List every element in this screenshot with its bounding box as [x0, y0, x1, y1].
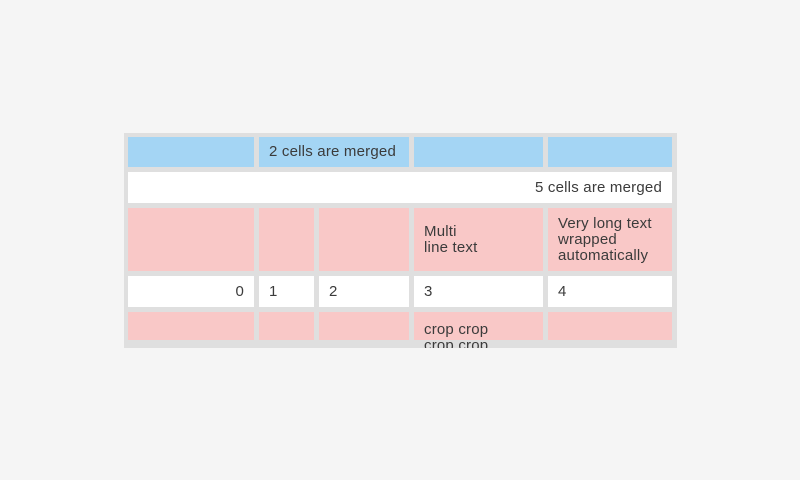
table-widget: 2 cells are merged 5 cells are merged Mu… [124, 133, 677, 348]
cell-text: crop crop crop crop [424, 321, 489, 349]
merged-5-cells[interactable]: 5 cells are merged [128, 172, 672, 203]
table-row: Multi line text Very long text wrapped a… [128, 208, 673, 271]
table-cell[interactable] [259, 208, 314, 271]
table-cell[interactable] [414, 137, 543, 167]
table-cell[interactable] [128, 312, 254, 340]
cell-text: 2 [329, 282, 338, 300]
cell-text: 3 [424, 282, 433, 300]
cell-text: 0 [235, 282, 244, 300]
cell-text: 1 [269, 282, 278, 300]
table-row: 2 cells are merged [128, 137, 673, 167]
table-cell[interactable]: 2 [319, 276, 409, 307]
table-cell[interactable] [128, 208, 254, 271]
multi-line-cell[interactable]: Multi line text [414, 208, 543, 271]
table-row: 0 1 2 3 4 [128, 276, 673, 307]
cell-text: Multi line text [424, 222, 478, 256]
cell-text: Very long text wrapped automatically [558, 214, 652, 264]
table-cell[interactable] [548, 137, 672, 167]
table-cell[interactable] [259, 312, 314, 340]
table-cell[interactable]: 4 [548, 276, 672, 307]
table-row: crop crop crop crop [128, 312, 673, 348]
table-cell[interactable]: 1 [259, 276, 314, 307]
table-cell[interactable] [319, 312, 409, 340]
table-cell[interactable]: 0 [128, 276, 254, 307]
merged-2-cells[interactable]: 2 cells are merged [259, 137, 409, 167]
cell-text: 5 cells are merged [535, 178, 662, 196]
wrapped-text-cell[interactable]: Very long text wrapped automatically [548, 208, 672, 271]
cell-text: 2 cells are merged [269, 143, 396, 160]
table-cell[interactable]: 3 [414, 276, 543, 307]
table-cell[interactable] [548, 312, 672, 340]
table-row: 5 cells are merged [128, 172, 673, 203]
cell-text: 4 [558, 282, 567, 300]
table-cell[interactable] [128, 137, 254, 167]
table-cell[interactable] [319, 208, 409, 271]
crop-text-cell[interactable]: crop crop crop crop [414, 312, 543, 348]
